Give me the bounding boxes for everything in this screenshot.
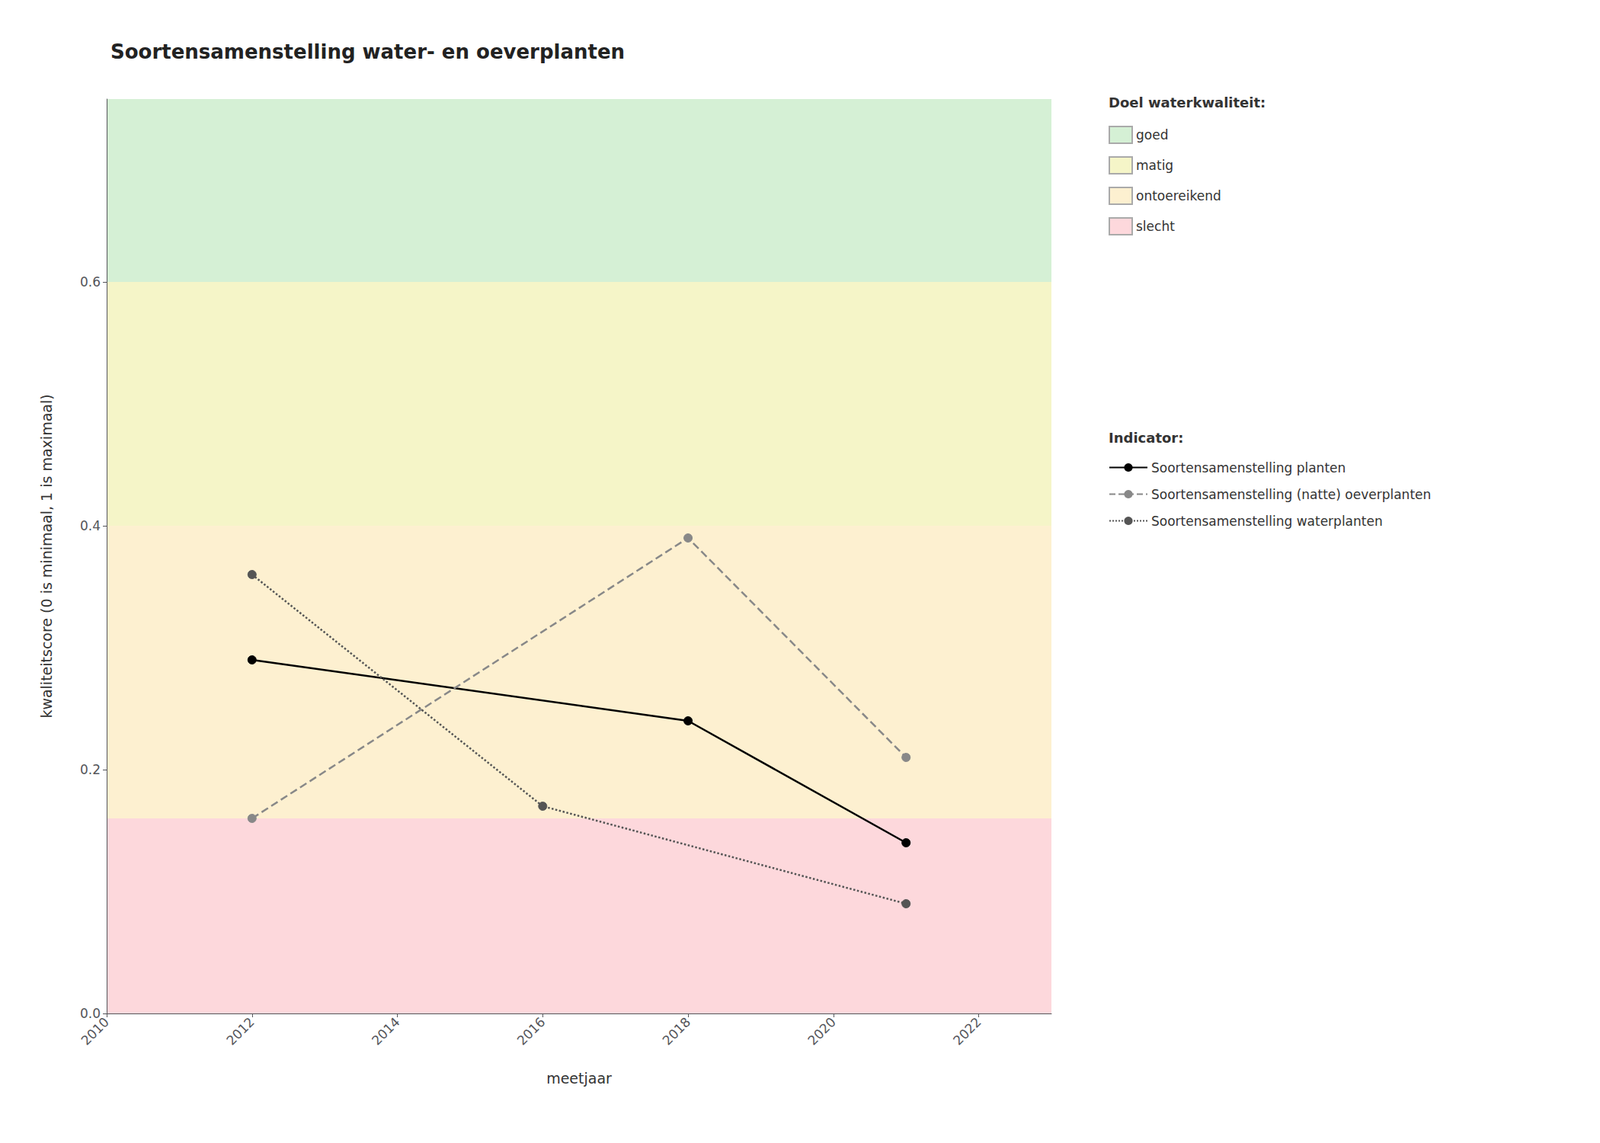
svg-text:Doel waterkwaliteit:: Doel waterkwaliteit: [1108,94,1266,111]
svg-text:meetjaar: meetjaar [546,1069,612,1087]
svg-text:0.4: 0.4 [80,518,101,534]
svg-text:2020: 2020 [804,1014,839,1049]
svg-text:2010: 2010 [77,1014,112,1049]
svg-text:slecht: slecht [1136,218,1175,234]
svg-text:Indicator:: Indicator: [1108,429,1184,446]
svg-text:0.6: 0.6 [80,274,101,290]
svg-text:2018: 2018 [659,1014,694,1049]
svg-text:kwaliteitscore (0 is minimaal,: kwaliteitscore (0 is minimaal, 1 is maxi… [38,393,55,718]
svg-text:ontoereikend: ontoereikend [1136,188,1222,204]
svg-text:0.2: 0.2 [80,761,101,778]
svg-text:Soortensamenstelling (natte) o: Soortensamenstelling (natte) oeverplante… [1151,486,1431,503]
svg-text:Soortensamenstelling water- en: Soortensamenstelling water- en oeverplan… [110,40,625,64]
svg-text:2016: 2016 [514,1014,549,1049]
svg-text:Soortensamenstelling planten: Soortensamenstelling planten [1151,460,1346,476]
svg-text:0.0: 0.0 [80,1005,101,1021]
svg-text:2022: 2022 [950,1014,985,1049]
svg-text:2012: 2012 [223,1014,258,1049]
svg-text:2014: 2014 [368,1014,404,1049]
svg-text:matig: matig [1136,157,1174,173]
svg-text:Soortensamenstelling waterplan: Soortensamenstelling waterplanten [1151,513,1383,529]
svg-text:goed: goed [1136,127,1168,143]
